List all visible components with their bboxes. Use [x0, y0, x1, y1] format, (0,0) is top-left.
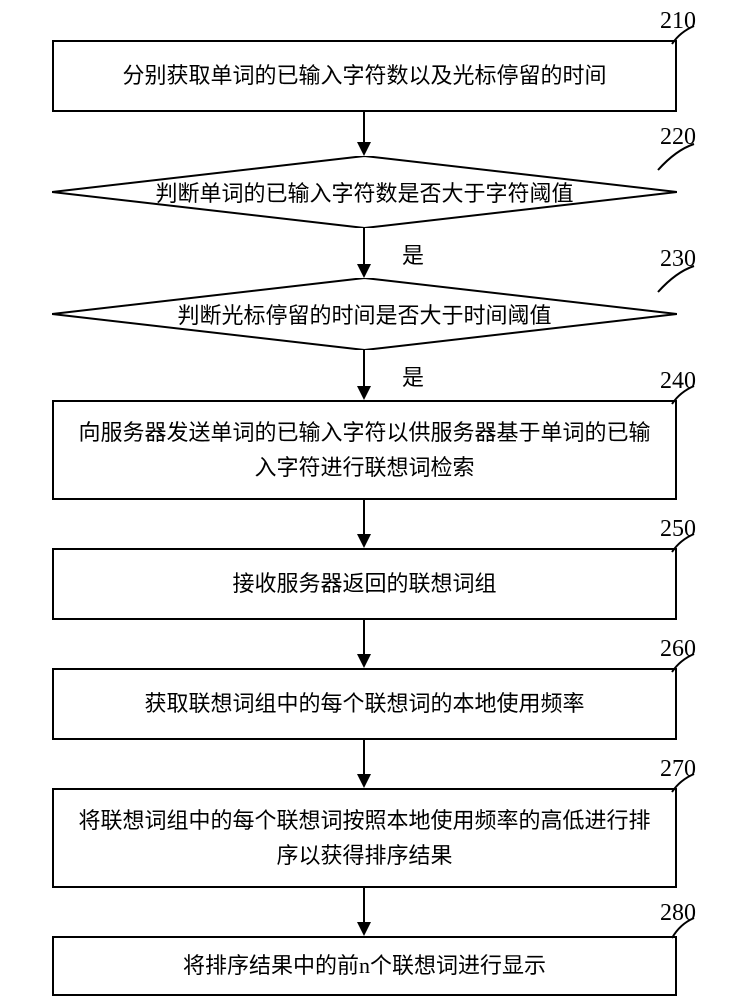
ref-label-230: 230: [660, 246, 696, 273]
ref-label-260: 260: [660, 636, 696, 663]
box-text: 接收服务器返回的联想词组: [232, 566, 496, 601]
decision-box-230: 判断光标停留的时间是否大于时间阈值: [52, 278, 677, 350]
ref-text: 270: [660, 756, 696, 782]
process-box-240: 向服务器发送单词的已输入字符以供服务器基于单词的已输入字符进行联想词检索: [52, 400, 677, 500]
flowchart-canvas: 分别获取单词的已输入字符数以及光标停留的时间 210 判断单词的已输入字符数是否…: [0, 0, 744, 1000]
edge-text: 是: [402, 365, 424, 390]
ref-text: 220: [660, 124, 696, 150]
process-box-280: 将排序结果中的前n个联想词进行显示: [52, 936, 677, 996]
box-text: 分别获取单词的已输入字符数以及光标停留的时间: [122, 58, 606, 93]
ref-label-250: 250: [660, 516, 696, 543]
process-box-250: 接收服务器返回的联想词组: [52, 548, 677, 620]
decision-box-220: 判断单词的已输入字符数是否大于字符阈值: [52, 156, 677, 228]
ref-label-220: 220: [660, 124, 696, 151]
box-text: 判断光标停留的时间是否大于时间阈值: [177, 298, 551, 330]
edge-label-yes-1: 是: [402, 238, 424, 270]
ref-text: 240: [660, 368, 696, 394]
ref-text: 250: [660, 516, 696, 542]
box-text: 将联想词组中的每个联想词按照本地使用频率的高低进行排序以获得排序结果: [70, 803, 659, 873]
process-box-270: 将联想词组中的每个联想词按照本地使用频率的高低进行排序以获得排序结果: [52, 788, 677, 888]
ref-text: 230: [660, 246, 696, 272]
ref-label-280: 280: [660, 900, 696, 927]
process-box-260: 获取联想词组中的每个联想词的本地使用频率: [52, 668, 677, 740]
process-box-210: 分别获取单词的已输入字符数以及光标停留的时间: [52, 40, 677, 112]
ref-label-240: 240: [660, 368, 696, 395]
ref-text: 260: [660, 636, 696, 662]
ref-label-210: 210: [660, 8, 696, 35]
box-text: 获取联想词组中的每个联想词的本地使用频率: [144, 686, 584, 721]
ref-label-270: 270: [660, 756, 696, 783]
edge-label-yes-2: 是: [402, 360, 424, 392]
ref-text: 210: [660, 8, 696, 34]
ref-text: 280: [660, 900, 696, 926]
box-text: 判断单词的已输入字符数是否大于字符阈值: [155, 176, 573, 208]
edge-text: 是: [402, 243, 424, 268]
box-text: 向服务器发送单词的已输入字符以供服务器基于单词的已输入字符进行联想词检索: [70, 415, 659, 485]
box-text: 将排序结果中的前n个联想词进行显示: [183, 948, 546, 983]
